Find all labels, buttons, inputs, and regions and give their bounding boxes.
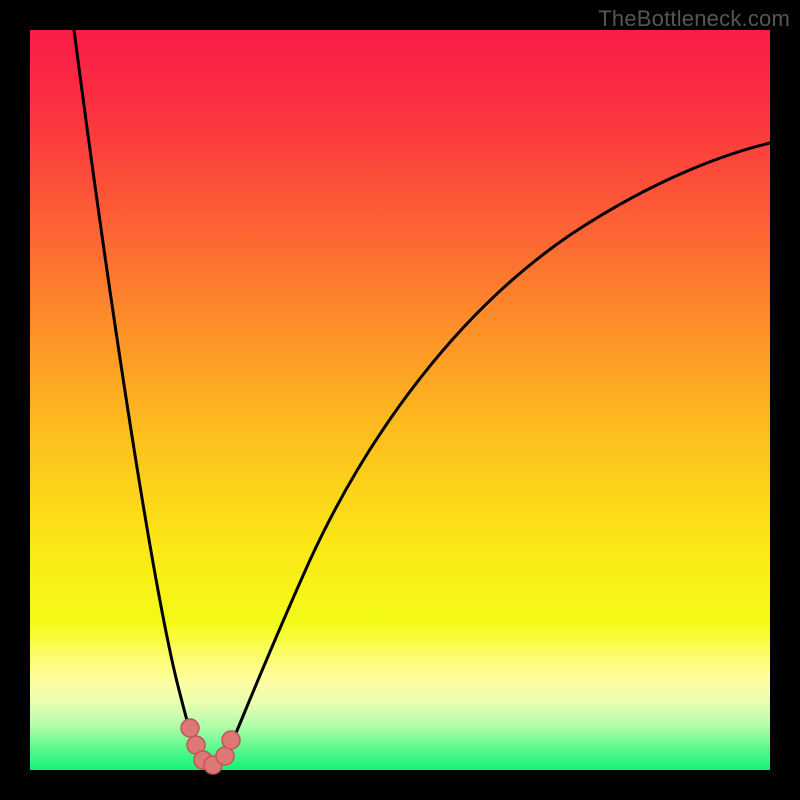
marker-left-upper <box>181 719 199 737</box>
chart-frame: TheBottleneck.com <box>0 0 800 800</box>
watermark-text: TheBottleneck.com <box>598 6 790 32</box>
curves-layer <box>30 30 770 770</box>
curve-right-branch <box>227 143 770 754</box>
plot-area <box>30 30 770 770</box>
curve-left-branch <box>74 30 198 755</box>
marker-right-upper <box>222 731 240 749</box>
markers-group <box>181 719 240 774</box>
